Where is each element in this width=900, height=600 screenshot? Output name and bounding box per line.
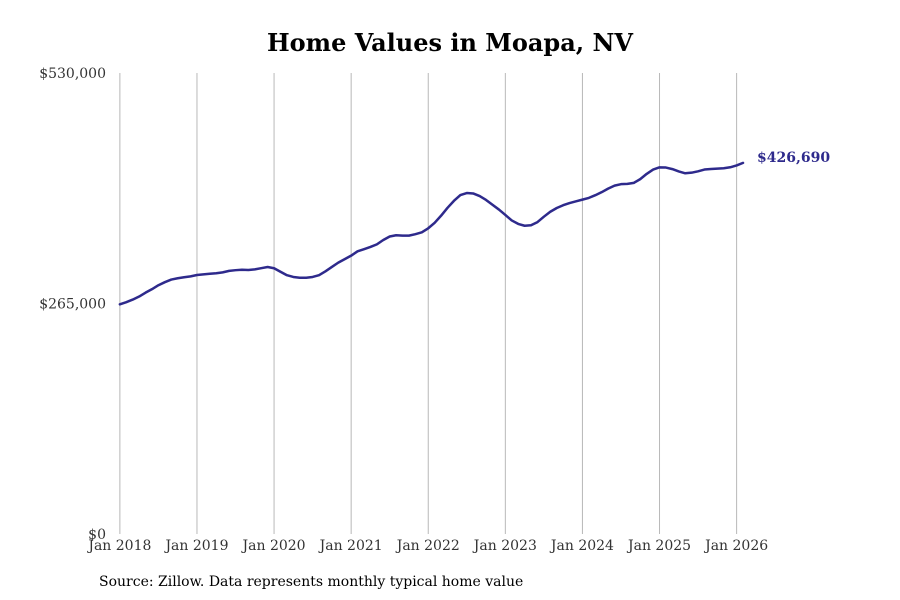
x-tick-label: Jan 2026 <box>703 538 768 554</box>
series-line <box>118 161 745 306</box>
y-tick-label: $530,000 <box>39 66 106 82</box>
y-axis-ticks: $0 $265,000 $530,000 <box>39 66 106 543</box>
x-tick-label: Jan 2024 <box>549 538 614 554</box>
data-labels: $426,690 <box>757 150 830 166</box>
x-tick-label: Jan 2018 <box>86 538 151 554</box>
y-tick-label: $0 <box>88 527 106 543</box>
x-axis-ticks: Jan 2018 Jan 2019 Jan 2020 Jan 2021 Jan 2022… <box>86 538 768 554</box>
series-layer <box>118 161 745 306</box>
end-value-label: $426,690 <box>757 150 830 166</box>
source-note: Source: Zillow. Data represents monthly … <box>99 574 524 590</box>
y-tick-label: $265,000 <box>39 297 106 313</box>
x-tick-label: Jan 2020 <box>241 538 306 554</box>
chart-title: Home Values in Moapa, NV <box>266 28 634 57</box>
gridlines <box>119 73 738 534</box>
x-tick-label: Jan 2022 <box>395 538 460 554</box>
x-tick-label: Jan 2021 <box>318 538 383 554</box>
x-tick-label: Jan 2019 <box>163 538 228 554</box>
x-tick-label: Jan 2023 <box>472 538 537 554</box>
x-tick-label: Jan 2025 <box>626 538 691 554</box>
